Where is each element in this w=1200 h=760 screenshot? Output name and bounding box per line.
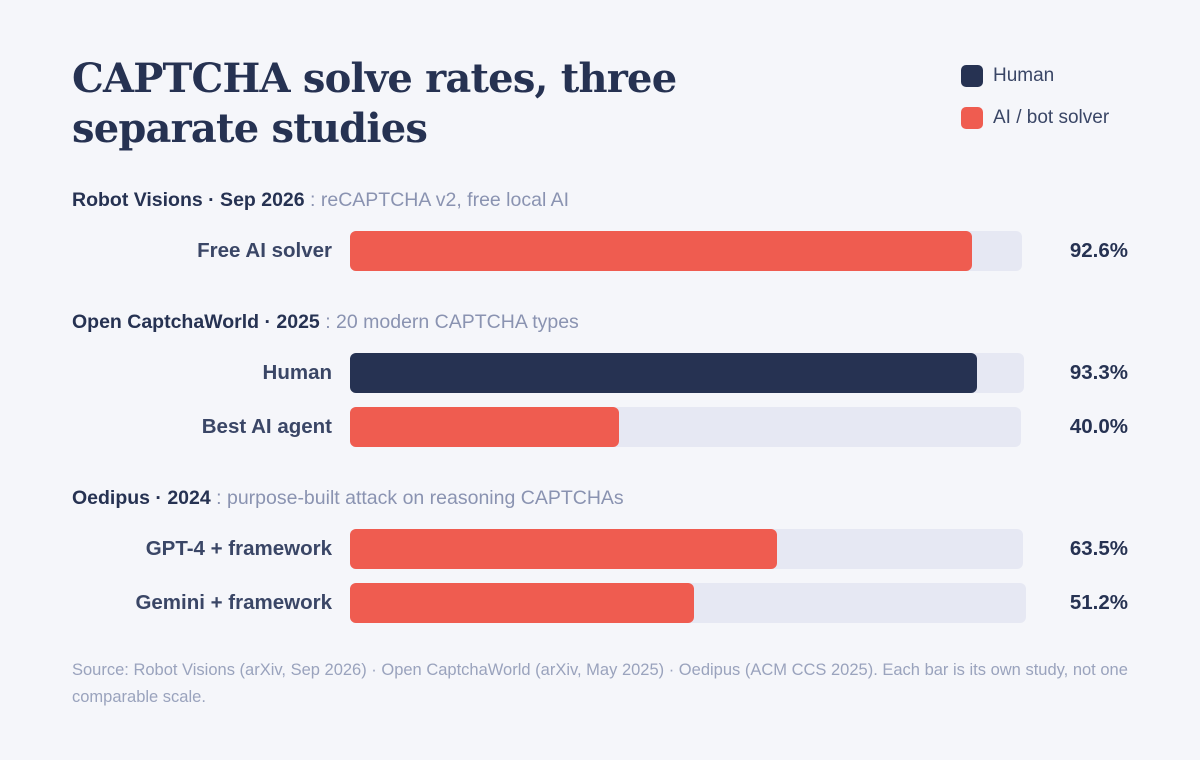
bar <box>350 231 973 271</box>
bar-value-label: 40.0% <box>1069 415 1128 438</box>
group-description: : reCAPTCHA v2, free local AI <box>304 189 570 211</box>
legend: Human AI / bot solver <box>961 64 1109 148</box>
bar-row: Best AI agent 40.0% <box>0 407 1200 447</box>
legend-item-human: Human <box>961 64 1109 88</box>
bar <box>350 353 977 393</box>
legend-label-human: Human <box>993 65 1055 86</box>
bar-value-label: 63.5% <box>1069 537 1128 560</box>
bar-label: Human <box>262 361 332 384</box>
group-description: : 20 modern CAPTCHA types <box>319 311 579 333</box>
bar-row: GPT-4 + framework 63.5% <box>0 529 1200 569</box>
legend-swatch-human <box>961 65 983 87</box>
bar-track <box>350 529 1023 569</box>
legend-item-ai: AI / bot solver <box>961 106 1109 130</box>
chart-title: CAPTCHA solve rates, three separate stud… <box>72 55 677 152</box>
bar-label: GPT-4 + framework <box>145 537 332 560</box>
group-name: Open CaptchaWorld · 2025 <box>72 311 320 333</box>
group-heading: Open CaptchaWorld · 2025 : 20 modern CAP… <box>72 310 579 334</box>
group-description: : purpose-built attack on reasoning CAPT… <box>210 487 624 509</box>
bar-row: Human 93.3% <box>0 353 1200 393</box>
bar <box>350 529 777 569</box>
bar-label: Gemini + framework <box>135 591 332 614</box>
group-heading: Robot Visions · Sep 2026 : reCAPTCHA v2,… <box>72 188 569 212</box>
bar-row: Free AI solver 92.6% <box>0 231 1200 271</box>
source-note: Source: Robot Visions (arXiv, Sep 2026) … <box>72 661 1128 706</box>
bar <box>350 583 695 623</box>
bar-label: Best AI agent <box>201 415 332 438</box>
bar-label: Free AI solver <box>197 239 332 262</box>
bar <box>350 407 619 447</box>
group-name: Robot Visions · Sep 2026 <box>72 189 305 211</box>
bar-track <box>350 353 1024 393</box>
bar-row: Gemini + framework 51.2% <box>0 583 1200 623</box>
bar-value-label: 92.6% <box>1069 239 1128 262</box>
legend-swatch-ai <box>961 107 983 129</box>
legend-label-ai: AI / bot solver <box>993 107 1110 128</box>
bar-track <box>350 407 1021 447</box>
group-name: Oedipus · 2024 <box>72 487 211 509</box>
bar-track <box>350 583 1026 623</box>
group-heading: Oedipus · 2024 : purpose-built attack on… <box>72 486 624 510</box>
bar-value-label: 93.3% <box>1069 361 1128 384</box>
bar-track <box>350 231 1022 271</box>
bar-value-label: 51.2% <box>1069 591 1128 614</box>
